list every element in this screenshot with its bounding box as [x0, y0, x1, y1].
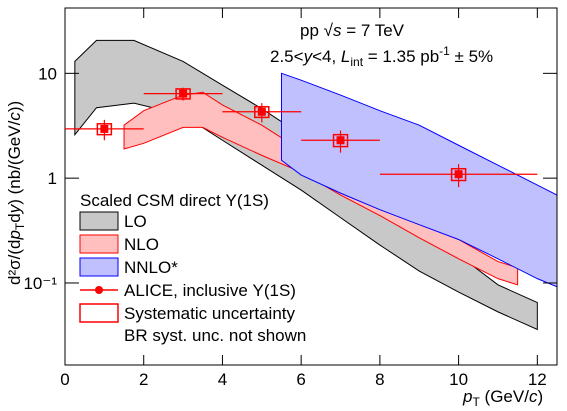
- x-tick-label: 6: [296, 370, 305, 389]
- bands: [74, 39, 558, 331]
- legend-swatch: [79, 303, 119, 323]
- annotation-energy: pp √s = 7 TeV: [300, 21, 405, 40]
- y-tick-label: 10: [38, 64, 57, 83]
- marker: [454, 170, 463, 179]
- plot-frame: [64, 7, 558, 366]
- x-tick-label: 8: [375, 370, 384, 389]
- legend-label: NNLO*: [124, 258, 178, 277]
- x-tick-label: 0: [60, 370, 69, 389]
- legend-swatch: [79, 211, 119, 231]
- x-tick-label: 10: [449, 370, 468, 389]
- syst-box: [332, 133, 349, 148]
- legend-label: LO: [124, 212, 147, 231]
- syst-box: [175, 88, 191, 100]
- syst-box: [254, 105, 270, 119]
- legend-label: NLO: [124, 235, 159, 254]
- legend-marker: [95, 286, 103, 294]
- legend-note: BR syst. unc. not shown: [124, 326, 306, 345]
- marker: [100, 124, 109, 133]
- legend-swatch: [79, 234, 119, 254]
- x-tick-label: 4: [218, 370, 227, 389]
- x-tick-label: 2: [139, 370, 148, 389]
- syst-box: [450, 167, 467, 182]
- syst-box: [96, 123, 113, 136]
- marker: [179, 89, 188, 98]
- annotation-rapidity: 2.5<y<4, Lint = 1.35 pb-1 ± 5%: [270, 44, 493, 69]
- marker: [336, 136, 345, 145]
- x-tick-label: 12: [528, 370, 547, 389]
- legend-swatch: [79, 257, 119, 277]
- legend-label: ALICE, inclusive Υ(1S): [124, 281, 296, 300]
- legend-title: Scaled CSM direct Υ(1S): [80, 191, 269, 210]
- y-tick-label: 10⁻¹: [23, 274, 57, 293]
- legend-note: Systematic uncertainty: [124, 304, 296, 323]
- marker: [257, 107, 266, 116]
- x-axis-label: pT (GeV/c): [462, 387, 543, 409]
- y-axis-label: d²σ/(dpTdy) (nb/(GeV/c)): [5, 101, 27, 285]
- y-tick-label: 1: [48, 169, 57, 188]
